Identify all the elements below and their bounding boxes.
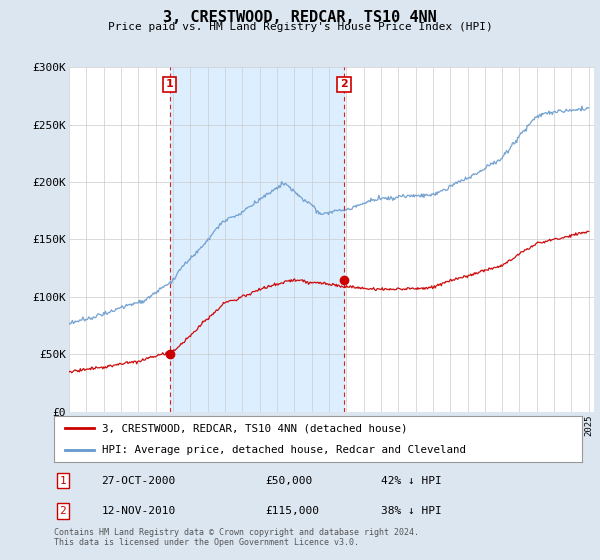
Bar — [170, 67, 344, 412]
Text: 2: 2 — [340, 80, 348, 90]
Text: 12-NOV-2010: 12-NOV-2010 — [101, 506, 176, 516]
Text: 1: 1 — [166, 80, 174, 90]
Text: Price paid vs. HM Land Registry's House Price Index (HPI): Price paid vs. HM Land Registry's House … — [107, 22, 493, 32]
Text: 3, CRESTWOOD, REDCAR, TS10 4NN (detached house): 3, CRESTWOOD, REDCAR, TS10 4NN (detached… — [101, 423, 407, 433]
Text: 27-OCT-2000: 27-OCT-2000 — [101, 475, 176, 486]
Text: 2: 2 — [59, 506, 66, 516]
Text: 38% ↓ HPI: 38% ↓ HPI — [382, 506, 442, 516]
Text: 3, CRESTWOOD, REDCAR, TS10 4NN: 3, CRESTWOOD, REDCAR, TS10 4NN — [163, 10, 437, 25]
Text: £115,000: £115,000 — [265, 506, 319, 516]
Text: 1: 1 — [59, 475, 66, 486]
Text: HPI: Average price, detached house, Redcar and Cleveland: HPI: Average price, detached house, Redc… — [101, 445, 466, 455]
Text: 42% ↓ HPI: 42% ↓ HPI — [382, 475, 442, 486]
Text: Contains HM Land Registry data © Crown copyright and database right 2024.
This d: Contains HM Land Registry data © Crown c… — [54, 528, 419, 547]
Text: £50,000: £50,000 — [265, 475, 313, 486]
